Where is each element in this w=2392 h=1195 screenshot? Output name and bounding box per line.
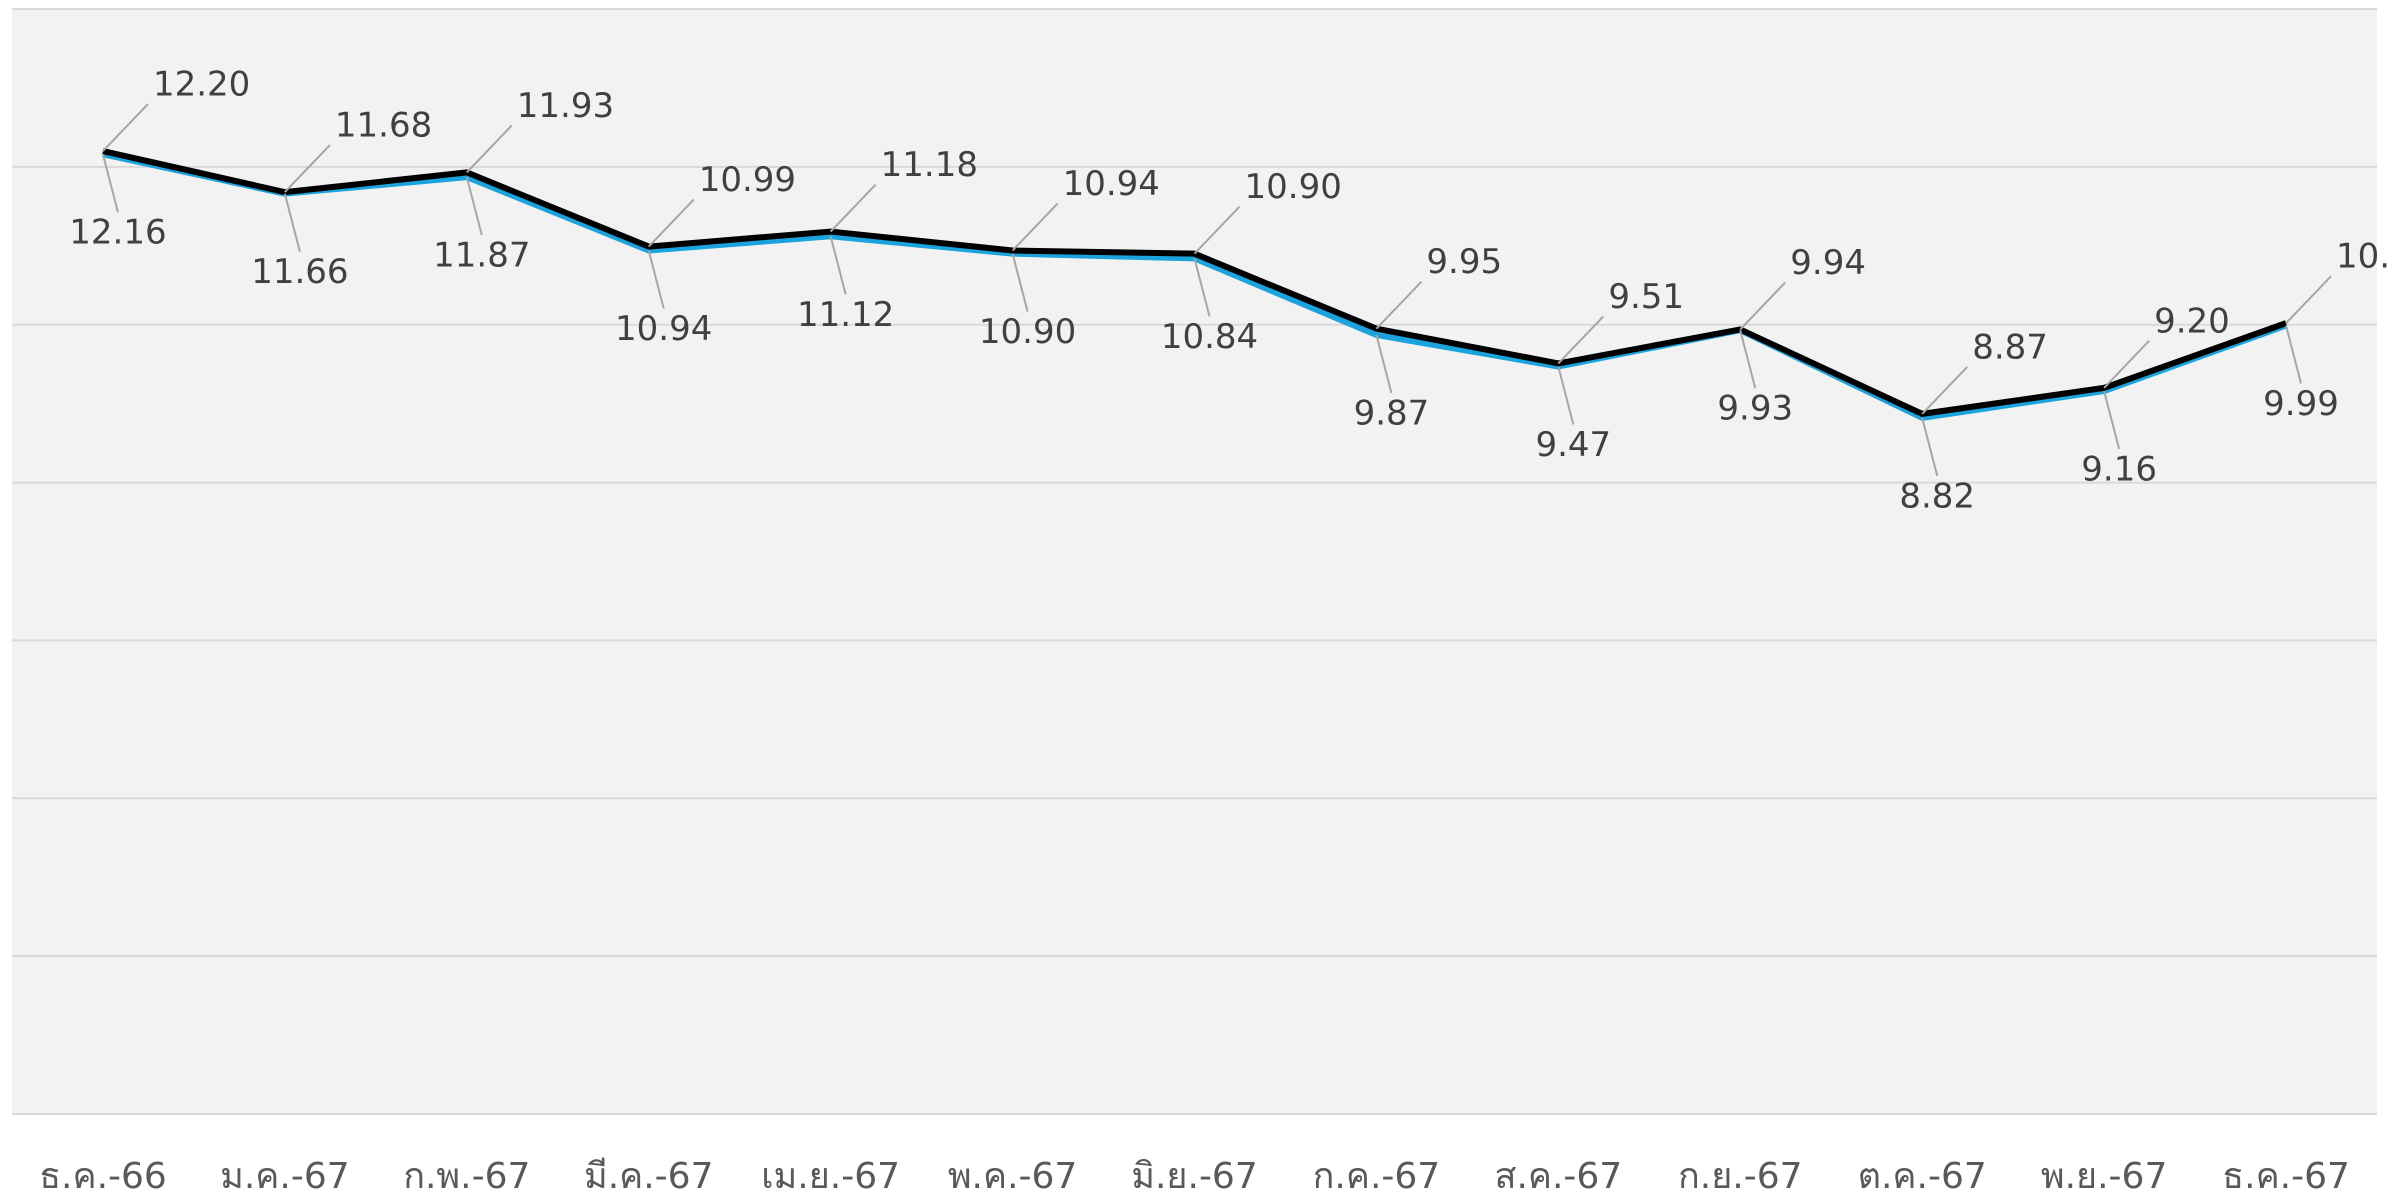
x-tick-label: ก.พ.-67 [403, 1156, 530, 1195]
leader-line [829, 236, 847, 295]
x-tick-label: ม.ค.-67 [220, 1156, 350, 1195]
leader-line [102, 103, 149, 152]
data-label: 11.12 [797, 295, 894, 335]
data-label: 10.94 [615, 309, 712, 349]
leader-line [2285, 325, 2303, 384]
data-label: 9.99 [2263, 384, 2339, 424]
leader-line [1921, 366, 1968, 415]
leader-line [1921, 417, 1939, 477]
leader-line [1557, 315, 1605, 365]
data-label: 9.93 [1717, 389, 1793, 429]
data-label: 8.87 [1972, 327, 2048, 367]
data-label: 12.20 [153, 65, 250, 105]
leader-line [1739, 329, 1757, 389]
data-label: 10.02 [2336, 237, 2392, 277]
leader-line [101, 153, 119, 213]
x-tick-label: ธ.ค.-67 [2222, 1156, 2350, 1195]
leader-line [1011, 202, 1059, 252]
x-tick-label: พ.ย.-67 [2041, 1156, 2168, 1195]
data-label: 9.94 [1790, 243, 1866, 283]
x-tick-label: ก.ค.-67 [1313, 1156, 1441, 1195]
data-label: 9.51 [1608, 277, 1684, 317]
data-label: 10.99 [699, 160, 796, 200]
data-label: 9.47 [1535, 425, 1611, 465]
plot-area [12, 9, 2377, 1114]
x-tick-label: พ.ค.-67 [948, 1156, 1078, 1195]
x-tick-label: มิ.ย.-67 [1131, 1156, 1258, 1195]
data-label: 9.87 [1354, 393, 1430, 433]
data-label: 8.82 [1899, 476, 1975, 516]
leader-line [466, 124, 513, 174]
leader-line [283, 193, 301, 252]
leader-line [2103, 340, 2150, 389]
leader-line [465, 176, 483, 236]
data-label: 9.95 [1426, 242, 1502, 282]
leader-line [284, 144, 331, 193]
leader-line [1375, 334, 1393, 394]
data-label: 10.94 [1063, 164, 1160, 204]
data-label: 9.16 [2081, 450, 2157, 490]
leader-line [2285, 275, 2332, 324]
x-tick-label: ก.ย.-67 [1678, 1156, 1803, 1195]
leader-line [2103, 390, 2121, 450]
leader-line [1739, 281, 1786, 331]
x-tick-label: ธ.ค.-66 [39, 1156, 167, 1195]
data-label: 11.87 [433, 236, 530, 276]
data-label: 11.68 [335, 106, 432, 146]
leader-line [1011, 253, 1029, 312]
data-label: 10.90 [1245, 167, 1342, 207]
data-label: 10.84 [1161, 317, 1258, 357]
data-label: 10.90 [979, 312, 1076, 352]
data-label: 11.18 [881, 145, 978, 185]
leader-line [647, 250, 665, 309]
data-label: 11.66 [251, 252, 348, 292]
x-tick-label: ต.ค.-67 [1858, 1156, 1987, 1195]
x-tick-label: ส.ค.-67 [1494, 1156, 1622, 1195]
data-label: 12.16 [69, 213, 166, 253]
leader-line [1193, 258, 1211, 317]
x-tick-label: เม.ย.-67 [761, 1156, 900, 1195]
leader-line [1557, 366, 1575, 425]
leader-line [1193, 205, 1241, 255]
data-label: 9.20 [2154, 301, 2230, 341]
x-tick-label: มี.ค.-67 [584, 1156, 714, 1195]
leader-line [648, 198, 695, 248]
data-label: 11.93 [517, 86, 614, 126]
leader-line [1375, 280, 1423, 330]
leader-line [829, 183, 877, 233]
